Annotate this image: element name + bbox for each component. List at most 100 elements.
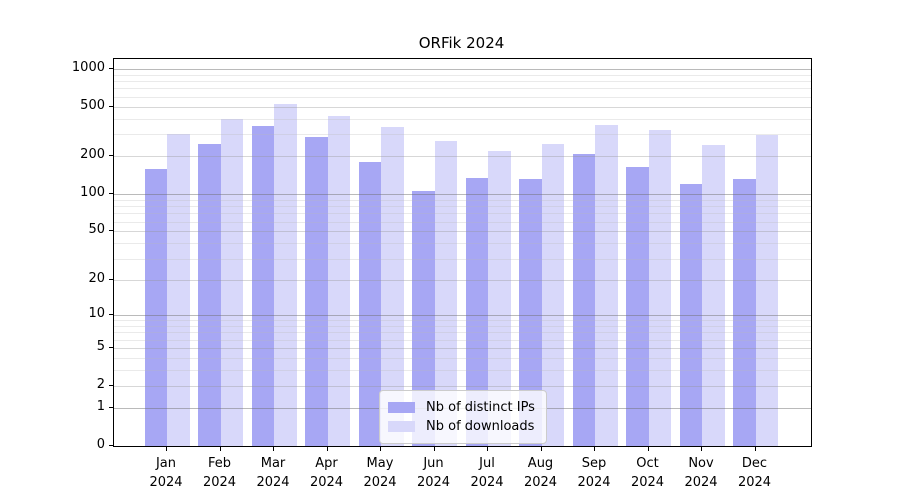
x-tick-label-sep: Sep 2024 xyxy=(562,454,626,492)
plot-area: Nb of distinct IPs Nb of downloads xyxy=(113,58,812,447)
x-tick-label-dec: Dec 2024 xyxy=(723,454,787,492)
distinct-ips-swatch-icon xyxy=(388,401,415,413)
bar-distinct-ips-dec xyxy=(733,178,756,446)
x-tick-mark-feb xyxy=(219,447,221,451)
y-tick-mark-0 xyxy=(109,445,113,446)
x-tick-label-jul: Jul 2024 xyxy=(455,454,519,492)
bar-distinct-ips-feb xyxy=(198,144,221,446)
x-tick-mark-apr xyxy=(326,447,328,451)
bar-distinct-ips-apr xyxy=(305,137,328,446)
y-tick-mark-1000 xyxy=(109,67,113,69)
x-label-year: 2024 xyxy=(684,475,718,490)
bar-distinct-ips-mar xyxy=(251,126,274,446)
bar-downloads-sep xyxy=(595,125,618,446)
legend-label-downloads: Nb of downloads xyxy=(426,418,535,434)
bar-distinct-ips-jun xyxy=(412,191,435,446)
legend-item-distinct-ips: Nb of distinct IPs xyxy=(388,398,538,416)
x-label-year: 2024 xyxy=(202,475,237,490)
y-tick-label-200: 200 xyxy=(80,147,105,163)
gridline-minor-800 xyxy=(114,81,811,82)
x-tick-mark-oct xyxy=(647,447,649,451)
x-tick-mark-nov xyxy=(701,447,702,451)
downloads-swatch-icon xyxy=(388,420,415,432)
x-label-year: 2024 xyxy=(416,475,451,490)
x-label-month: Feb xyxy=(207,456,232,471)
y-tick-mark-5 xyxy=(109,347,113,349)
x-tick-mark-sep xyxy=(594,447,595,451)
y-tick-mark-10 xyxy=(109,314,113,316)
bar-distinct-ips-may xyxy=(358,162,381,446)
x-label-month: Apr xyxy=(315,456,338,471)
y-tick-mark-500 xyxy=(109,105,113,107)
y-tick-mark-100 xyxy=(109,193,113,195)
y-tick-mark-200 xyxy=(109,155,113,157)
y-tick-mark-50 xyxy=(109,230,113,232)
x-tick-mark-mar xyxy=(273,447,274,451)
x-label-month: Jan xyxy=(155,456,177,471)
bar-distinct-ips-sep xyxy=(572,153,595,446)
gridline-minor-700 xyxy=(114,88,811,90)
gridline-minor-600 xyxy=(114,96,811,98)
legend: Nb of distinct IPs Nb of downloads xyxy=(379,390,547,444)
x-label-year: 2024 xyxy=(149,475,183,490)
x-tick-label-jun: Jun 2024 xyxy=(402,454,466,492)
x-tick-label-aug: Aug 2024 xyxy=(509,454,573,492)
bar-downloads-jan xyxy=(167,134,190,446)
y-tick-label-0: 0 xyxy=(96,437,105,452)
gridline-minor-900 xyxy=(114,74,811,76)
x-label-year: 2024 xyxy=(363,475,397,490)
x-label-year: 2024 xyxy=(630,475,665,490)
chart-title: ORFik 2024 xyxy=(418,34,505,52)
x-label-month: Oct xyxy=(636,456,659,471)
bar-downloads-jun xyxy=(434,141,457,446)
x-tick-mark-jan xyxy=(166,447,167,451)
x-label-month: Sep xyxy=(581,456,607,471)
gridline-minor-400 xyxy=(114,118,811,120)
bar-downloads-aug xyxy=(541,144,564,446)
x-tick-mark-jul xyxy=(487,447,488,451)
legend-label-distinct-ips: Nb of distinct IPs xyxy=(426,399,535,415)
gridline-minor-300 xyxy=(114,134,811,136)
bar-downloads-feb xyxy=(220,118,243,446)
bar-downloads-nov xyxy=(702,145,725,446)
x-label-year: 2024 xyxy=(737,475,772,490)
bar-distinct-ips-jul xyxy=(465,177,488,446)
x-tick-label-apr: Apr 2024 xyxy=(295,454,359,492)
x-tick-mark-jun xyxy=(433,447,435,451)
x-tick-mark-aug xyxy=(540,447,542,451)
x-label-month: Nov xyxy=(688,456,714,471)
x-tick-label-mar: Mar 2024 xyxy=(241,454,305,492)
x-tick-mark-dec xyxy=(754,447,756,451)
y-tick-label-5: 5 xyxy=(96,339,105,355)
x-tick-label-nov: Nov 2024 xyxy=(669,454,733,492)
x-label-month: Mar xyxy=(260,456,286,471)
x-tick-label-jan: Jan 2024 xyxy=(134,454,198,492)
y-tick-label-1: 1 xyxy=(96,399,105,415)
x-label-year: 2024 xyxy=(523,475,558,490)
x-label-month: Dec xyxy=(741,456,768,471)
x-label-month: May xyxy=(366,456,394,471)
y-tick-label-100: 100 xyxy=(80,185,105,201)
legend-item-downloads: Nb of downloads xyxy=(388,417,538,435)
y-tick-label-10: 10 xyxy=(88,306,105,322)
gridline-500 xyxy=(114,106,811,108)
x-tick-label-feb: Feb 2024 xyxy=(188,454,252,492)
bar-downloads-oct xyxy=(648,130,671,446)
x-label-month: Aug xyxy=(527,456,554,471)
bar-distinct-ips-jan xyxy=(144,168,167,446)
bar-distinct-ips-aug xyxy=(519,179,542,446)
x-label-year: 2024 xyxy=(256,475,290,490)
x-tick-mark-may xyxy=(380,447,381,451)
y-tick-label-2: 2 xyxy=(96,377,105,393)
x-label-month: Jul xyxy=(479,456,495,471)
bar-distinct-ips-oct xyxy=(626,166,649,446)
bar-downloads-apr xyxy=(327,116,350,446)
y-tick-label-50: 50 xyxy=(88,222,105,238)
gridline-1000 xyxy=(114,68,811,70)
bar-downloads-may xyxy=(381,126,404,446)
y-tick-mark-1 xyxy=(109,407,113,409)
y-tick-label-500: 500 xyxy=(80,97,105,113)
x-label-year: 2024 xyxy=(470,475,504,490)
y-tick-label-20: 20 xyxy=(88,270,105,286)
